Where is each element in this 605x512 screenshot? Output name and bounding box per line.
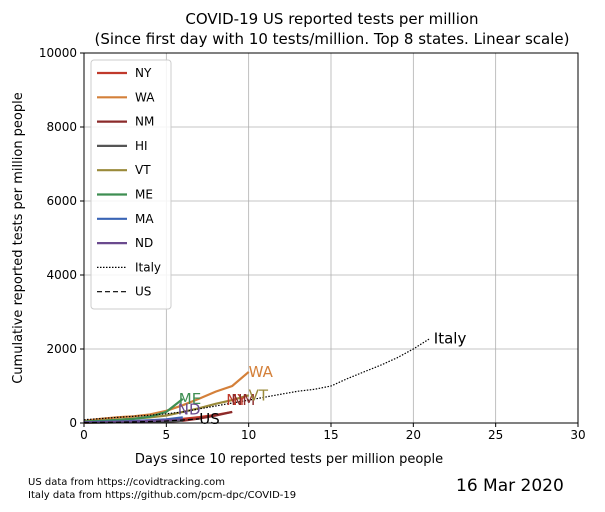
series-line-italy: [83, 338, 431, 421]
y-tick-label: 6000: [46, 194, 77, 208]
x-tick-label: 10: [241, 428, 256, 442]
legend-entry: ND: [135, 236, 153, 250]
x-axis-label: Days since 10 reported tests per million…: [135, 452, 443, 467]
x-tick-label: 5: [163, 428, 171, 442]
legend-entry: VT: [135, 163, 151, 177]
chart-title: COVID-19 US reported tests per million: [185, 10, 478, 28]
chart-subtitle: (Since first day with 10 tests/million. …: [95, 30, 570, 48]
plot-frame: [83, 52, 579, 424]
end-label-nm: NM: [231, 391, 255, 409]
us-data-source: US data from https://covidtracking.com: [28, 477, 225, 488]
legend-entry: NY: [135, 66, 152, 80]
x-tick-label: 20: [406, 428, 421, 442]
legend-entry: ME: [135, 188, 153, 202]
y-tick-label: 2000: [46, 342, 77, 356]
end-label-ny: NY: [226, 391, 247, 409]
x-tick-label: 25: [488, 428, 503, 442]
end-label-vt: VT: [249, 386, 269, 404]
x-tick-label: 0: [80, 428, 88, 442]
y-axis-label: Cumulative reported tests per million pe…: [11, 92, 26, 384]
series-line-us: [83, 418, 200, 424]
y-tick-label: 8000: [46, 120, 77, 134]
legend-entry: WA: [135, 90, 155, 104]
end-label-us: US: [199, 410, 220, 428]
x-tick-label: 15: [323, 428, 338, 442]
legend-entry: MA: [135, 212, 154, 226]
end-label-me: ME: [179, 390, 201, 408]
x-tick-label: 30: [570, 428, 585, 442]
legend-entry: HI: [135, 139, 148, 153]
end-label-wa: WA: [249, 363, 274, 381]
y-tick-label: 4000: [46, 268, 77, 282]
end-label-italy: Italy: [434, 330, 467, 348]
italy-data-source: Italy data from https://github.com/pcm-d…: [28, 490, 297, 501]
axis-ticks: 0 5 10 15 20 25 30 0 2000 4000 6000 8000 10000: [39, 46, 586, 442]
y-tick-label: 0: [69, 416, 77, 430]
y-tick-label: 10000: [39, 46, 77, 60]
report-date: 16 Mar 2020: [456, 476, 564, 496]
legend-entry: US: [135, 285, 151, 299]
end-label-nd: ND: [178, 400, 201, 418]
legend-entry: Italy: [135, 260, 161, 274]
legend: NY WA NM HI VT ME MA ND Italy US: [90, 59, 172, 310]
legend-entry: NM: [135, 115, 154, 129]
